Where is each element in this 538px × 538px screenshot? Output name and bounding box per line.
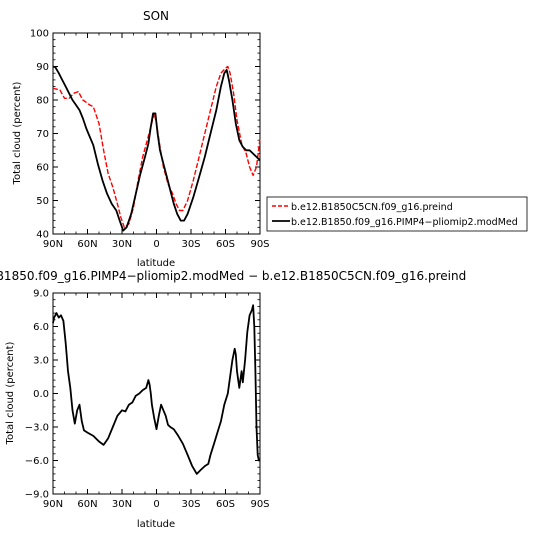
x-tick-label: 90N	[43, 239, 63, 250]
x-tick-label: 0	[153, 499, 159, 510]
plot-area-top	[52, 32, 261, 235]
x-tick-label: 30S	[181, 239, 200, 250]
series-line-preind	[52, 65, 261, 229]
x-ticks-top: 90N 60N 30N 0 30S 60S 90S	[43, 33, 270, 250]
y-tick-label: 3.0	[33, 356, 49, 367]
x-axis-label-top: latitude	[137, 258, 175, 269]
y-tick-label: 60	[36, 163, 49, 174]
x-tick-label: 60S	[216, 499, 235, 510]
x-tick-label: 30N	[112, 499, 132, 510]
series-line-difference	[52, 304, 260, 475]
chart-title-top: SON	[143, 9, 169, 23]
chart-panel-bottom: b.e12.B1850.f09_g16.PIMP4−pliomip2.modMe…	[0, 269, 466, 530]
x-tick-label: 60N	[77, 239, 97, 250]
y-ticks-top: 40 50 60 70 80 90 100	[30, 29, 260, 241]
x-tick-label: 30N	[112, 239, 132, 250]
x-tick-label: 60S	[216, 239, 235, 250]
y-tick-label: 40	[36, 230, 49, 241]
x-ticks-bottom: 90N 60N 30N 0 30S 60S 90S	[43, 293, 270, 510]
y-tick-label: 100	[30, 29, 49, 40]
x-axis-label-bottom: latitude	[137, 519, 175, 530]
y-tick-label: 80	[36, 96, 49, 107]
y-axis-label-top: Total cloud (percent)	[12, 81, 23, 185]
y-tick-label: 6.0	[33, 322, 49, 333]
chart-title-bottom: b.e12.B1850.f09_g16.PIMP4−pliomip2.modMe…	[0, 269, 466, 283]
y-tick-label: 50	[36, 196, 49, 207]
legend-label-pliomip: b.e12.B1850.f09_g16.PIMP4−pliomip2.modMe…	[291, 217, 518, 228]
y-tick-label: 0.0	[33, 389, 49, 400]
legend-box	[266, 196, 528, 232]
x-tick-label: 90N	[43, 499, 63, 510]
y-tick-label: 70	[36, 129, 49, 140]
y-tick-label: −9.0	[25, 490, 49, 501]
series-line-pliomip	[52, 65, 261, 232]
plot-area-bottom	[52, 292, 261, 495]
legend-label-preind: b.e12.B1850C5CN.f09_g16.preind	[291, 202, 453, 213]
x-tick-label: 30S	[181, 499, 200, 510]
y-tick-label: 90	[36, 62, 49, 73]
y-tick-label: 9.0	[33, 289, 49, 300]
x-tick-label: 0	[153, 239, 159, 250]
y-tick-label: −3.0	[25, 423, 49, 434]
x-tick-label: 60N	[77, 499, 97, 510]
x-tick-label: 90S	[250, 499, 269, 510]
series-group-bottom	[52, 304, 260, 475]
y-tick-label: −6.0	[25, 456, 49, 467]
legend: b.e12.B1850C5CN.f09_g16.preind b.e12.B18…	[266, 196, 528, 232]
y-ticks-bottom: −9.0 −6.0 −3.0 0.0 3.0 6.0 9.0	[25, 289, 260, 501]
series-group-top	[52, 65, 261, 232]
y-axis-label-bottom: Total cloud (percent)	[5, 341, 16, 445]
x-tick-label: 90S	[250, 239, 269, 250]
chart-panel-top: SON latitude Total cloud (percent) 90N 60…	[12, 9, 270, 269]
